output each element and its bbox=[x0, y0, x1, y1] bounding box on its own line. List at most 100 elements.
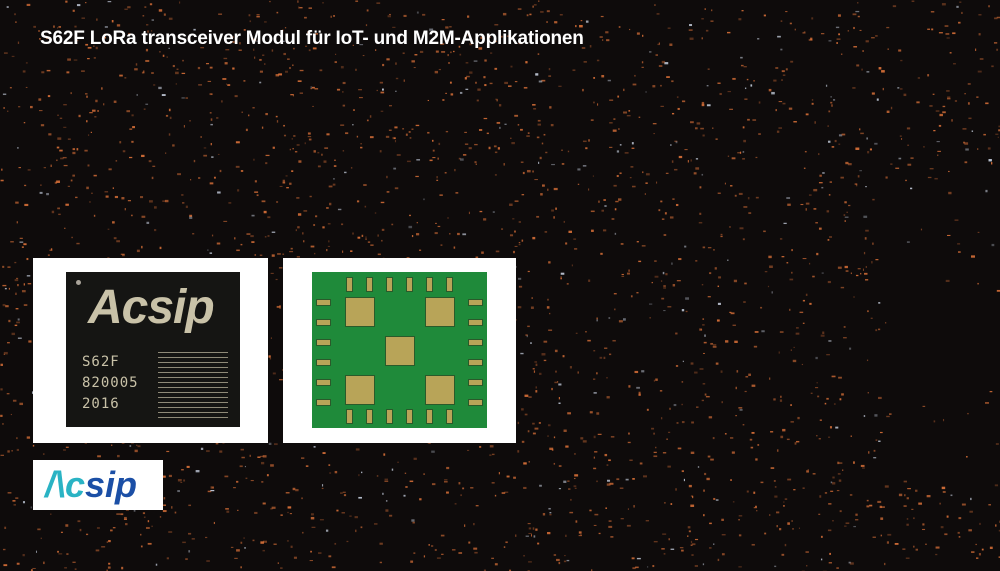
light-speck bbox=[244, 465, 247, 468]
light-speck bbox=[276, 120, 279, 123]
light-speck bbox=[787, 522, 790, 525]
light-speck bbox=[2, 93, 7, 96]
light-speck bbox=[474, 161, 477, 164]
pad-top bbox=[366, 277, 373, 292]
light-speck bbox=[87, 46, 92, 49]
light-speck bbox=[107, 256, 110, 259]
light-speck bbox=[147, 542, 152, 545]
light-speck bbox=[207, 249, 209, 251]
light-speck bbox=[259, 58, 262, 61]
light-speck bbox=[2, 303, 6, 307]
light-speck bbox=[527, 523, 531, 525]
light-speck bbox=[223, 220, 228, 222]
light-speck bbox=[286, 187, 289, 189]
light-speck bbox=[27, 169, 31, 171]
light-speck bbox=[123, 518, 128, 520]
light-speck bbox=[661, 218, 665, 220]
light-speck bbox=[806, 470, 809, 473]
light-speck bbox=[738, 515, 743, 517]
light-speck bbox=[779, 399, 783, 402]
light-speck bbox=[817, 153, 820, 156]
light-speck bbox=[872, 242, 874, 245]
light-speck bbox=[200, 47, 205, 49]
light-speck bbox=[300, 457, 305, 459]
light-speck bbox=[383, 453, 386, 456]
light-speck bbox=[531, 297, 533, 299]
light-speck bbox=[60, 531, 63, 534]
light-speck bbox=[112, 527, 116, 529]
light-speck bbox=[572, 69, 576, 72]
light-speck bbox=[948, 170, 950, 173]
light-speck bbox=[649, 51, 652, 53]
light-speck bbox=[690, 451, 695, 454]
light-speck bbox=[839, 510, 842, 513]
light-speck bbox=[942, 490, 946, 493]
light-speck bbox=[779, 238, 783, 240]
light-speck bbox=[56, 180, 60, 183]
light-speck bbox=[409, 137, 412, 139]
light-speck bbox=[326, 133, 330, 136]
light-speck bbox=[219, 450, 223, 453]
light-speck bbox=[549, 447, 554, 450]
light-speck bbox=[631, 557, 635, 560]
light-speck bbox=[961, 503, 966, 506]
light-speck bbox=[662, 271, 665, 275]
light-speck bbox=[414, 54, 418, 56]
light-speck bbox=[16, 277, 19, 279]
light-speck bbox=[448, 61, 450, 64]
light-speck bbox=[675, 365, 679, 367]
light-speck bbox=[906, 523, 909, 526]
light-speck bbox=[528, 396, 532, 398]
light-speck bbox=[506, 475, 510, 478]
light-speck bbox=[84, 442, 87, 444]
light-speck bbox=[836, 489, 840, 492]
light-speck bbox=[882, 87, 884, 91]
light-speck bbox=[575, 520, 578, 523]
light-speck bbox=[254, 56, 256, 59]
light-speck bbox=[654, 4, 656, 6]
light-speck bbox=[538, 161, 540, 164]
light-speck bbox=[831, 146, 835, 148]
light-speck bbox=[393, 137, 396, 139]
light-speck bbox=[599, 36, 603, 38]
light-speck bbox=[525, 61, 528, 64]
light-speck bbox=[537, 53, 540, 55]
light-speck bbox=[464, 524, 466, 527]
light-speck bbox=[737, 152, 742, 154]
light-speck bbox=[743, 301, 746, 303]
light-speck bbox=[697, 466, 700, 468]
light-speck bbox=[655, 446, 657, 449]
light-speck bbox=[850, 272, 852, 275]
light-speck bbox=[903, 505, 907, 507]
light-speck bbox=[81, 17, 86, 19]
light-speck bbox=[42, 453, 45, 455]
light-speck bbox=[176, 68, 179, 70]
light-speck bbox=[677, 107, 680, 110]
light-speck bbox=[820, 558, 823, 561]
light-speck bbox=[828, 110, 831, 113]
light-speck bbox=[802, 299, 806, 302]
light-speck bbox=[14, 279, 19, 282]
light-speck bbox=[37, 528, 41, 531]
light-speck bbox=[674, 140, 678, 142]
light-speck bbox=[657, 43, 660, 46]
light-speck bbox=[494, 67, 498, 70]
light-speck bbox=[444, 172, 447, 174]
light-speck bbox=[67, 185, 71, 187]
light-speck bbox=[341, 512, 345, 514]
light-speck bbox=[886, 110, 890, 114]
light-speck bbox=[588, 279, 591, 282]
light-speck bbox=[168, 474, 172, 478]
light-speck bbox=[379, 561, 382, 564]
light-speck bbox=[855, 10, 860, 13]
light-speck bbox=[454, 168, 456, 172]
light-speck bbox=[578, 535, 582, 537]
light-speck bbox=[151, 525, 153, 528]
light-speck bbox=[438, 142, 441, 146]
light-speck bbox=[641, 370, 645, 373]
light-speck bbox=[732, 501, 735, 503]
light-speck bbox=[13, 504, 17, 506]
light-speck bbox=[484, 84, 487, 87]
light-speck bbox=[591, 569, 593, 571]
light-speck bbox=[610, 435, 615, 438]
